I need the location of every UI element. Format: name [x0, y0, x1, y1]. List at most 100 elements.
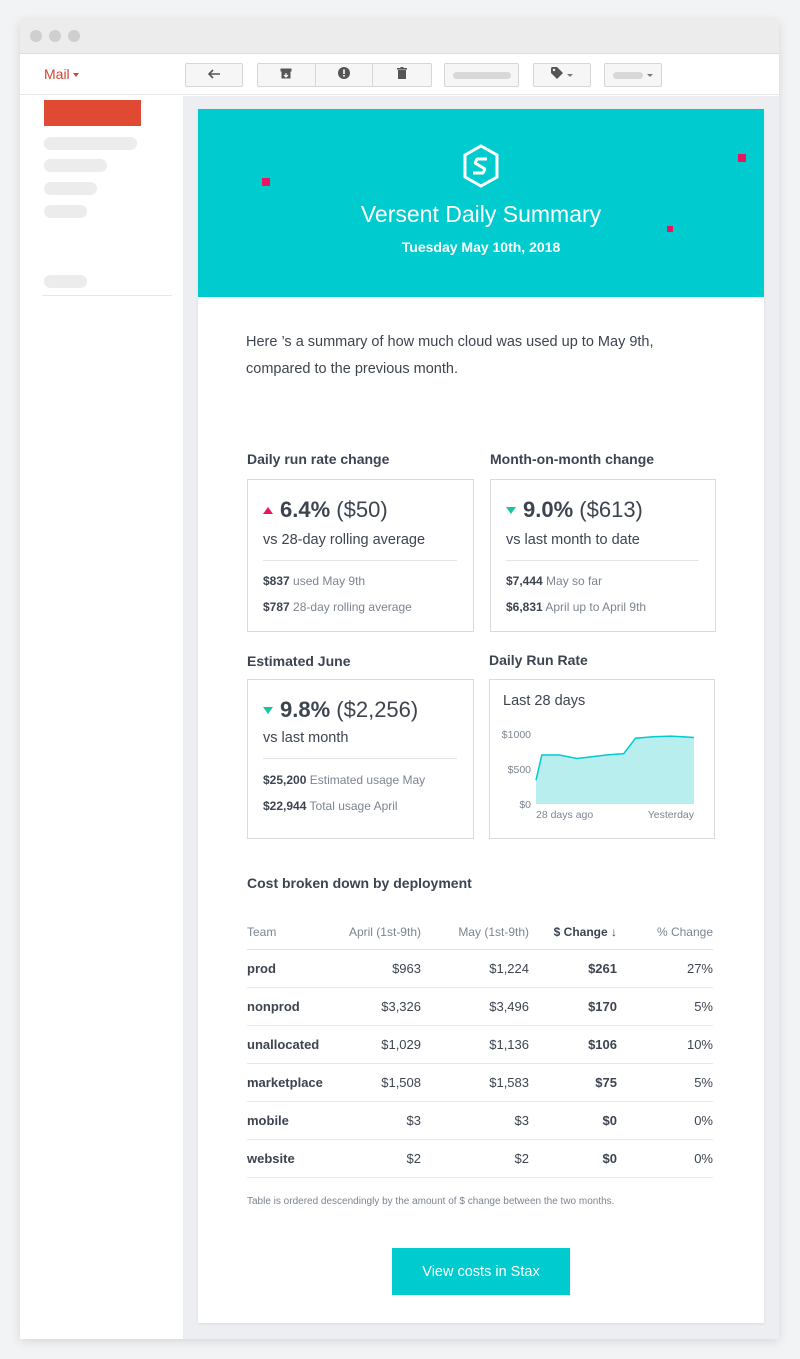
- daily-run-rate-card: 6.4% ($50) vs 28-day rolling average $83…: [247, 479, 474, 632]
- table-row: unallocated $1,029 $1,136 $106 10%: [247, 1025, 713, 1064]
- archive-icon: [280, 66, 292, 84]
- trend-down-icon: [506, 507, 516, 514]
- chevron-down-icon: [567, 73, 573, 77]
- move-to-button[interactable]: [444, 63, 519, 87]
- email-body: Versent Daily Summary Tuesday May 10th, …: [198, 109, 764, 1323]
- card-detail-line: $25,200 Estimated usage May: [263, 773, 426, 787]
- intro-text: Here ’s a summary of how much cloud was …: [246, 334, 654, 377]
- cell-april: $3: [329, 1101, 421, 1140]
- cost-table-title: Cost broken down by deployment: [247, 875, 472, 891]
- email-header: Versent Daily Summary Tuesday May 10th, …: [198, 109, 764, 297]
- sidebar-item-placeholder[interactable]: [44, 275, 87, 288]
- cell-pct-change: 5%: [617, 1063, 713, 1102]
- reply-button[interactable]: [185, 63, 243, 87]
- metric-subtitle: vs last month to date: [506, 532, 640, 548]
- metric-value: 6.4% ($50): [263, 497, 388, 523]
- metric-value: 9.8% ($2,256): [263, 697, 418, 723]
- window-close-dot[interactable]: [30, 30, 42, 42]
- estimated-june-title: Estimated June: [247, 653, 351, 669]
- card-detail-line: $22,944 Total usage April: [263, 799, 398, 813]
- table-row: nonprod $3,326 $3,496 $170 5%: [247, 987, 713, 1026]
- sidebar-divider: [42, 295, 172, 296]
- labels-button[interactable]: [533, 63, 591, 87]
- table-row: website $2 $2 $0 0%: [247, 1139, 713, 1178]
- metric-value: 9.0% ($613): [506, 497, 643, 523]
- mail-sidebar: [20, 96, 183, 1339]
- metric-subtitle: vs 28-day rolling average: [263, 532, 426, 548]
- compose-button[interactable]: [44, 100, 141, 126]
- mail-toolbar: Mail: [20, 55, 779, 95]
- sidebar-item-placeholder[interactable]: [44, 182, 97, 195]
- cell-team: nonprod: [247, 987, 329, 1026]
- cell-april: $1,508: [329, 1063, 421, 1102]
- trend-up-icon: [263, 507, 273, 514]
- window-zoom-dot[interactable]: [68, 30, 80, 42]
- metric-subtitle: vs last month: [263, 730, 349, 746]
- column-header-dollar-change[interactable]: $ Change ↓: [529, 916, 617, 950]
- daily-run-rate-chart-card: Last 28 days $1000 $500 $0 28 days ago Yeste…: [489, 679, 715, 839]
- table-row: mobile $3 $3 $0 0%: [247, 1101, 713, 1140]
- cell-may: $3: [421, 1101, 529, 1140]
- label-icon: [551, 66, 563, 84]
- sort-down-arrow-icon: ↓: [611, 925, 617, 940]
- card-detail-line: $6,831 April up to April 9th: [506, 600, 647, 614]
- cell-dollar-change: $106: [529, 1025, 617, 1064]
- email-date: Tuesday May 10th, 2018: [401, 239, 561, 255]
- email-title: Versent Daily Summary: [360, 201, 602, 227]
- sidebar-item-placeholder[interactable]: [44, 205, 87, 218]
- more-button[interactable]: [604, 63, 662, 87]
- column-header-pct-change[interactable]: % Change: [617, 916, 713, 950]
- y-tick-label: $1000: [502, 729, 531, 741]
- column-header-team[interactable]: Team: [247, 916, 329, 950]
- reply-icon: [207, 69, 221, 81]
- stax-logo-icon: [463, 144, 499, 188]
- cell-pct-change: 5%: [617, 987, 713, 1026]
- cell-dollar-change: $75: [529, 1063, 617, 1102]
- card-divider: [506, 560, 699, 561]
- mail-menu[interactable]: Mail: [44, 66, 79, 82]
- cell-pct-change: 0%: [617, 1101, 713, 1140]
- card-divider: [263, 758, 457, 759]
- table-row: prod $963 $1,224 $261 27%: [247, 949, 713, 988]
- card-detail-line: $7,444 May so far: [506, 574, 603, 588]
- cell-april: $1,029: [329, 1025, 421, 1064]
- month-on-month-title: Month-on-month change: [490, 451, 655, 467]
- archive-button[interactable]: [258, 64, 316, 86]
- cell-pct-change: 10%: [617, 1025, 713, 1064]
- chevron-down-icon: [72, 73, 79, 78]
- report-spam-button[interactable]: [316, 64, 374, 86]
- delete-button[interactable]: [373, 64, 431, 86]
- window-minimize-dot[interactable]: [49, 30, 61, 42]
- chart-area-fill: [536, 736, 694, 804]
- view-costs-button[interactable]: View costs in Stax: [392, 1248, 570, 1295]
- table-header-row: Team April (1st-9th) May (1st-9th) $ Cha…: [247, 916, 713, 950]
- browser-window: Mail: [20, 20, 779, 1339]
- cell-may: $1,224: [421, 949, 529, 988]
- cell-may: $1,583: [421, 1063, 529, 1102]
- cell-pct-change: 0%: [617, 1139, 713, 1178]
- confetti-square: [667, 226, 673, 232]
- action-button-group: [257, 63, 432, 87]
- window-titlebar: [20, 20, 779, 54]
- cell-dollar-change: $0: [529, 1101, 617, 1140]
- cell-may: $2: [421, 1139, 529, 1178]
- report-spam-icon: [338, 66, 350, 84]
- column-header-may[interactable]: May (1st-9th): [421, 916, 529, 950]
- cell-team: website: [247, 1139, 329, 1178]
- trash-icon: [397, 66, 408, 84]
- chart-subtitle: Last 28 days: [503, 693, 586, 709]
- cell-team: unallocated: [247, 1025, 329, 1064]
- confetti-square: [738, 154, 746, 162]
- cell-may: $1,136: [421, 1025, 529, 1064]
- column-header-april[interactable]: April (1st-9th): [329, 916, 421, 950]
- chart-series-line: [535, 735, 695, 781]
- trend-down-icon: [263, 707, 273, 714]
- run-rate-area-chart: $1000 $500 $0 28 days ago Yesterday: [502, 729, 695, 821]
- cost-table: Team April (1st-9th) May (1st-9th) $ Cha…: [247, 916, 713, 1178]
- month-on-month-card: 9.0% ($613) vs last month to date $7,444…: [490, 479, 716, 632]
- sidebar-item-placeholder[interactable]: [44, 159, 107, 172]
- sidebar-item-placeholder[interactable]: [44, 137, 137, 150]
- card-detail-line: $837 used May 9th: [263, 574, 366, 588]
- cell-dollar-change: $170: [529, 987, 617, 1026]
- confetti-square: [262, 178, 270, 186]
